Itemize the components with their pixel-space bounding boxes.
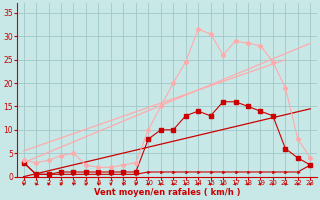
X-axis label: Vent moyen/en rafales ( km/h ): Vent moyen/en rafales ( km/h )	[94, 188, 240, 197]
